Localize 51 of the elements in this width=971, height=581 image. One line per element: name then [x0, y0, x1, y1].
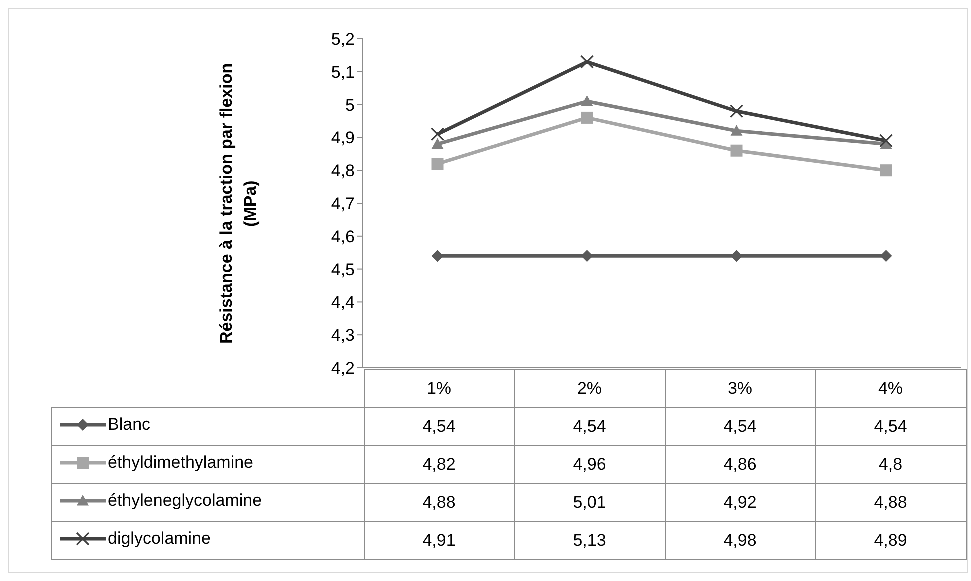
data-label: 4,54: [816, 408, 966, 446]
y-tick-label: 4,3: [331, 326, 355, 346]
data-label: 4,96: [514, 446, 665, 484]
data-label: 4,88: [816, 484, 966, 522]
data-label: 5,13: [514, 522, 665, 560]
y-tick-label: 5: [346, 96, 355, 115]
y-tick-label: 4,6: [331, 227, 355, 246]
y-tick-label: 4,5: [331, 260, 355, 280]
x-tick-label: 2%: [514, 370, 665, 408]
y-tick-label: 5,2: [331, 30, 355, 50]
data-label: 4,91: [364, 522, 514, 560]
y-tick-label: 4,7: [331, 194, 355, 214]
point: [581, 96, 594, 106]
point: [730, 250, 743, 262]
x-tick-label: 4%: [816, 370, 966, 408]
point: [730, 125, 743, 136]
data-label: 4,82: [364, 446, 514, 484]
y-tick-label: 4,4: [331, 293, 355, 312]
data-label: 4,8: [816, 446, 966, 484]
point: [430, 128, 445, 142]
y-tick-label: 4,8: [331, 162, 355, 181]
point: [879, 134, 894, 148]
point: [432, 250, 444, 262]
point: [730, 144, 743, 157]
point: [432, 138, 444, 150]
legend-label: Blanc: [107, 415, 151, 435]
legend-label: éthyleneglycolamine: [107, 491, 262, 511]
point: [880, 164, 892, 177]
y-axis-title: Résistance à la traction par flexion (MPa): [216, 62, 261, 346]
point: [581, 250, 594, 262]
point: [880, 250, 892, 262]
x-tick-label: 1%: [364, 370, 514, 408]
y-tick-label: 5,1: [331, 62, 355, 82]
data-label: 4,92: [665, 484, 816, 522]
data-label: 4,98: [665, 522, 816, 560]
point: [581, 112, 594, 124]
x-tick-label: 3%: [665, 370, 816, 408]
point: [432, 158, 444, 170]
y-tick-label: 4,9: [331, 128, 355, 148]
data-label: 4,54: [665, 408, 816, 446]
data-label: 4,89: [816, 522, 966, 560]
data-label: 5,01: [514, 484, 665, 522]
point: [580, 55, 594, 69]
y-tick-label: 4,2: [331, 359, 355, 378]
legend-label: diglycolamine: [107, 529, 211, 549]
data-label: 4,88: [364, 484, 514, 522]
legend-label: éthyldimethylamine: [107, 453, 254, 473]
data-label: 4,86: [665, 446, 816, 484]
data-label: 4,54: [514, 408, 665, 446]
data-label: 4,54: [364, 408, 514, 446]
point: [730, 104, 744, 118]
